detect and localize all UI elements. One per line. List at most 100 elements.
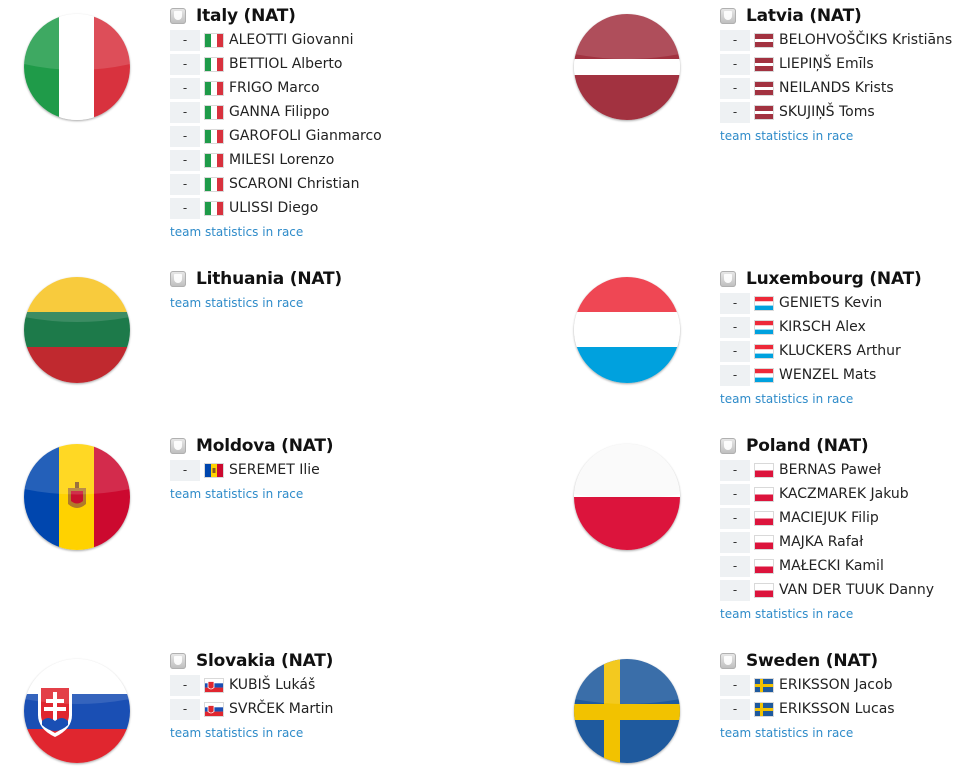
poland-flag-icon xyxy=(755,535,773,549)
rider-name[interactable]: GAROFOLI Gianmarco xyxy=(229,128,382,144)
rider-row[interactable]: - SCARONI Christian xyxy=(170,172,470,196)
slovakia-flag-icon xyxy=(205,702,223,716)
rider-row[interactable]: - ERIKSSON Jacob xyxy=(720,673,960,697)
rider-row[interactable]: - ALEOTTI Giovanni xyxy=(170,28,470,52)
rider-name[interactable]: KUBIŠ Lukáš xyxy=(229,677,316,693)
team-stats-link[interactable]: team statistics in race xyxy=(170,225,304,239)
bib-number: - xyxy=(720,531,750,553)
shield-icon xyxy=(720,653,736,669)
team-stats-link[interactable]: team statistics in race xyxy=(170,296,304,310)
rider-row[interactable]: - GAROFOLI Gianmarco xyxy=(170,124,470,148)
rider-list: - GENIETS Kevin - KIRSCH Alex - KLUCKERS Ar… xyxy=(720,291,960,387)
team-name[interactable]: Italy (NAT) xyxy=(196,6,296,26)
rider-name[interactable]: FRIGO Marco xyxy=(229,80,320,96)
rider-row[interactable]: - KIRSCH Alex xyxy=(720,315,960,339)
rider-name[interactable]: MACIEJUK Filip xyxy=(779,510,879,526)
rider-row[interactable]: - NEILANDS Krists xyxy=(720,76,960,100)
rider-name[interactable]: SKUJIŅŠ Toms xyxy=(779,104,875,120)
latvia-flag-icon xyxy=(574,14,680,120)
latvia-flag-icon xyxy=(755,81,773,95)
rider-name[interactable]: SVRČEK Martin xyxy=(229,701,334,717)
bib-number: - xyxy=(720,459,750,481)
shield-icon xyxy=(170,271,186,287)
team-name[interactable]: Latvia (NAT) xyxy=(746,6,862,26)
team-name[interactable]: Luxembourg (NAT) xyxy=(746,269,922,289)
rider-name[interactable]: ERIKSSON Jacob xyxy=(779,677,893,693)
rider-row[interactable]: - MAŁECKI Kamil xyxy=(720,554,960,578)
team-title[interactable]: Sweden (NAT) xyxy=(720,651,960,671)
rider-name[interactable]: KLUCKERS Arthur xyxy=(779,343,901,359)
rider-row[interactable]: - KACZMAREK Jakub xyxy=(720,482,960,506)
rider-name[interactable]: SEREMET Ilie xyxy=(229,462,320,478)
rider-name[interactable]: KACZMAREK Jakub xyxy=(779,486,909,502)
team-stats-link[interactable]: team statistics in race xyxy=(720,726,854,740)
team-title[interactable]: Lithuania (NAT) xyxy=(170,269,470,289)
rider-name[interactable]: BETTIOL Alberto xyxy=(229,56,343,72)
rider-name[interactable]: KIRSCH Alex xyxy=(779,319,866,335)
bib-number: - xyxy=(170,197,200,219)
latvia-flag-icon xyxy=(755,57,773,71)
rider-row[interactable]: - GANNA Filippo xyxy=(170,100,470,124)
rider-name[interactable]: NEILANDS Krists xyxy=(779,80,894,96)
rider-name[interactable]: MAJKA Rafał xyxy=(779,534,864,550)
rider-name[interactable]: WENZEL Mats xyxy=(779,367,877,383)
luxembourg-flag-icon xyxy=(755,296,773,310)
rider-row[interactable]: - ERIKSSON Lucas xyxy=(720,697,960,721)
rider-row[interactable]: - GENIETS Kevin xyxy=(720,291,960,315)
bib-number: - xyxy=(170,125,200,147)
team-stats-link[interactable]: team statistics in race xyxy=(720,392,854,406)
rider-name[interactable]: BELOHVOŠČIKS Kristiāns xyxy=(779,32,953,48)
rider-name[interactable]: GENIETS Kevin xyxy=(779,295,883,311)
team-title[interactable]: Slovakia (NAT) xyxy=(170,651,470,671)
rider-name[interactable]: ALEOTTI Giovanni xyxy=(229,32,354,48)
rider-row[interactable]: - KUBIŠ Lukáš xyxy=(170,673,470,697)
bib-number: - xyxy=(720,292,750,314)
team-name[interactable]: Slovakia (NAT) xyxy=(196,651,334,671)
rider-row[interactable]: - BERNAS Paweł xyxy=(720,458,960,482)
rider-row[interactable]: - SEREMET Ilie xyxy=(170,458,470,482)
rider-row[interactable]: - MAJKA Rafał xyxy=(720,530,960,554)
team-stats-link[interactable]: team statistics in race xyxy=(170,726,304,740)
sweden-flag-icon xyxy=(755,678,773,692)
team-title[interactable]: Moldova (NAT) xyxy=(170,436,470,456)
rider-row[interactable]: - VAN DER TUUK Danny xyxy=(720,578,960,602)
rider-row[interactable]: - KLUCKERS Arthur xyxy=(720,339,960,363)
team-title[interactable]: Latvia (NAT) xyxy=(720,6,960,26)
team-name[interactable]: Lithuania (NAT) xyxy=(196,269,342,289)
bib-number: - xyxy=(170,459,200,481)
team-title[interactable]: Poland (NAT) xyxy=(720,436,960,456)
team-name[interactable]: Poland (NAT) xyxy=(746,436,869,456)
bib-number: - xyxy=(720,698,750,720)
team-stats-link[interactable]: team statistics in race xyxy=(170,487,304,501)
rider-name[interactable]: BERNAS Paweł xyxy=(779,462,881,478)
rider-name[interactable]: VAN DER TUUK Danny xyxy=(779,582,935,598)
rider-row[interactable]: - WENZEL Mats xyxy=(720,363,960,387)
rider-row[interactable]: - BETTIOL Alberto xyxy=(170,52,470,76)
team-name[interactable]: Sweden (NAT) xyxy=(746,651,878,671)
team-name[interactable]: Moldova (NAT) xyxy=(196,436,334,456)
rider-row[interactable]: - LIEPIŅŠ Emīls xyxy=(720,52,960,76)
rider-row[interactable]: - MILESI Lorenzo xyxy=(170,148,470,172)
rider-list: - BELOHVOŠČIKS Kristiāns - LIEPIŅŠ Emīls -… xyxy=(720,28,960,124)
rider-row[interactable]: - FRIGO Marco xyxy=(170,76,470,100)
rider-name[interactable]: ULISSI Diego xyxy=(229,200,319,216)
rider-row[interactable]: - MACIEJUK Filip xyxy=(720,506,960,530)
rider-name[interactable]: MILESI Lorenzo xyxy=(229,152,335,168)
rider-name[interactable]: GANNA Filippo xyxy=(229,104,330,120)
rider-row[interactable]: - SVRČEK Martin xyxy=(170,697,470,721)
rider-row[interactable]: - SKUJIŅŠ Toms xyxy=(720,100,960,124)
team-stats-link[interactable]: team statistics in race xyxy=(720,129,854,143)
team-stats-link[interactable]: team statistics in race xyxy=(720,607,854,621)
rider-name[interactable]: ERIKSSON Lucas xyxy=(779,701,895,717)
rider-name[interactable]: LIEPIŅŠ Emīls xyxy=(779,56,874,72)
poland-flag-icon xyxy=(755,559,773,573)
team-title[interactable]: Luxembourg (NAT) xyxy=(720,269,960,289)
rider-row[interactable]: - ULISSI Diego xyxy=(170,196,470,220)
rider-name[interactable]: MAŁECKI Kamil xyxy=(779,558,884,574)
poland-flag-icon xyxy=(755,583,773,597)
italy-flag-icon xyxy=(205,177,223,191)
team-title[interactable]: Italy (NAT) xyxy=(170,6,470,26)
rider-row[interactable]: - BELOHVOŠČIKS Kristiāns xyxy=(720,28,960,52)
rider-name[interactable]: SCARONI Christian xyxy=(229,176,360,192)
shield-icon xyxy=(720,8,736,24)
